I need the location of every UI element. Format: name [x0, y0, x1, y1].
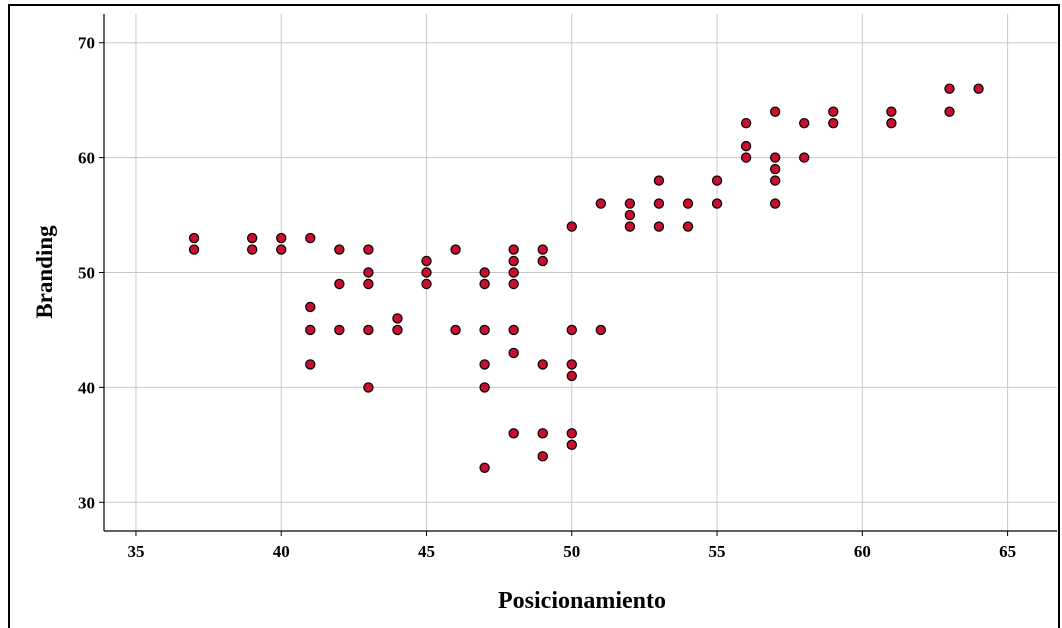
data-point	[479, 382, 490, 393]
data-point	[944, 106, 955, 117]
data-point	[508, 255, 519, 267]
data-point	[450, 244, 461, 255]
data-point	[508, 428, 519, 439]
data-point	[479, 359, 490, 370]
x-tick-label: 65	[999, 542, 1016, 561]
data-point	[334, 278, 345, 290]
data-point	[188, 244, 200, 255]
data-point	[537, 255, 548, 267]
x-tick-labels: 35 40 45 50 55 60 65	[127, 542, 1016, 561]
data-point	[944, 83, 955, 94]
data-point	[682, 221, 694, 232]
data-point	[566, 359, 577, 370]
data-point	[653, 175, 665, 186]
data-point	[392, 324, 403, 336]
y-tick-label: 60	[78, 149, 95, 168]
grid-lines	[104, 14, 1057, 531]
data-point	[363, 382, 374, 393]
data-point	[450, 324, 461, 336]
data-point	[508, 278, 519, 290]
data-points	[188, 83, 984, 474]
data-point	[828, 106, 839, 117]
x-axis-title: Posicionamiento	[498, 588, 666, 614]
data-point	[886, 106, 897, 117]
data-point	[246, 232, 258, 244]
data-point	[566, 370, 577, 382]
chart-frame	[8, 4, 1060, 628]
data-point	[508, 347, 519, 359]
data-point	[421, 278, 432, 290]
data-point	[363, 324, 374, 336]
data-point	[305, 324, 316, 336]
x-tick-label: 50	[563, 542, 580, 561]
data-point	[508, 267, 519, 278]
data-point	[886, 117, 897, 129]
data-point	[973, 83, 984, 94]
data-point	[595, 198, 607, 209]
data-point	[769, 163, 781, 175]
data-point	[799, 117, 810, 129]
data-point	[363, 267, 374, 278]
data-point	[624, 221, 636, 232]
data-point	[479, 462, 490, 474]
data-point	[769, 152, 781, 163]
data-point	[392, 313, 403, 324]
data-point	[188, 232, 200, 244]
data-point	[769, 198, 781, 209]
y-tick-label: 50	[78, 264, 95, 283]
data-point	[334, 324, 345, 336]
x-tick-label: 60	[854, 542, 871, 561]
data-point	[799, 152, 810, 163]
data-point	[305, 301, 316, 313]
data-point	[479, 278, 490, 290]
data-point	[711, 198, 723, 209]
x-tick-label: 55	[709, 542, 726, 561]
data-point	[479, 324, 490, 336]
data-point	[421, 255, 432, 267]
y-tick-labels: 30 40 50 60 70	[78, 34, 95, 513]
data-point	[711, 175, 723, 186]
y-tick-label: 30	[78, 493, 95, 512]
data-point	[740, 117, 752, 129]
data-point	[653, 221, 665, 232]
x-tick-label: 45	[418, 542, 435, 561]
data-point	[682, 198, 694, 209]
data-point	[305, 359, 316, 370]
data-point	[828, 117, 839, 129]
x-tick-label: 40	[273, 542, 290, 561]
data-point	[537, 244, 548, 255]
data-point	[624, 209, 636, 221]
data-point	[276, 244, 287, 255]
data-point	[595, 324, 607, 336]
data-point	[537, 359, 548, 370]
data-point	[566, 439, 577, 451]
data-point	[653, 198, 665, 209]
data-point	[740, 152, 752, 163]
data-point	[276, 232, 287, 244]
data-point	[740, 140, 752, 152]
data-point	[566, 428, 577, 439]
data-point	[624, 198, 636, 209]
data-point	[334, 244, 345, 255]
y-tick-label: 40	[78, 378, 95, 397]
data-point	[537, 451, 548, 462]
data-point	[421, 267, 432, 278]
y-tick-label: 70	[78, 34, 95, 53]
data-point	[769, 106, 781, 117]
data-point	[566, 324, 577, 336]
data-point	[537, 428, 548, 439]
data-point	[305, 232, 316, 244]
data-point	[363, 244, 374, 255]
data-point	[566, 221, 577, 232]
data-point	[479, 267, 490, 278]
axes	[99, 14, 1057, 536]
y-axis-title: Branding	[32, 225, 57, 319]
data-point	[508, 244, 519, 255]
x-tick-label: 35	[127, 542, 144, 561]
data-point	[363, 278, 374, 290]
data-point	[769, 175, 781, 186]
data-point	[246, 244, 258, 255]
data-point	[508, 324, 519, 336]
